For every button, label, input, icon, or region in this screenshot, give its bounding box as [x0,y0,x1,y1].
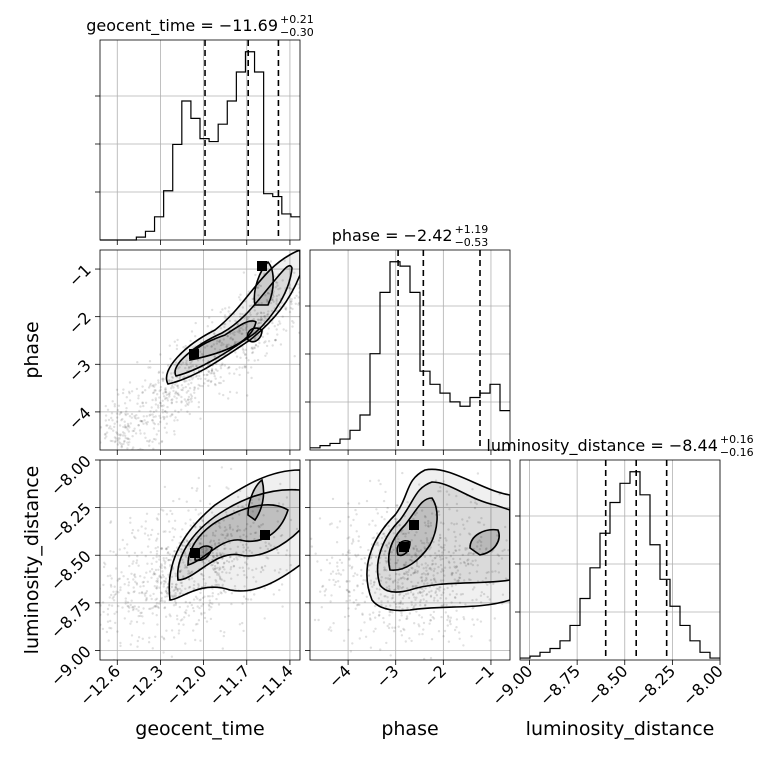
contour-level-4 [247,478,265,522]
y-axis-label-luminosity_distance: luminosity_distance [21,466,43,655]
density-fill [177,489,300,580]
x-tick-label-phase: −3 [372,661,402,691]
title-plus-error: +0.21 [280,13,314,26]
panel-frame [309,459,511,661]
density-fill [175,265,292,376]
x-tick-label-luminosity_distance: −8.25 [631,661,679,709]
histogram-panel-phase [305,249,511,455]
panel-frame [519,459,721,661]
title-minus-error: −0.30 [280,26,314,39]
title-main: geocent_time = −11.69 [86,16,278,36]
x-axis-label-phase: phase [381,718,438,740]
title-minus-error: −0.16 [720,446,754,459]
contour-level-2 [376,481,510,593]
title-luminosity_distance: luminosity_distance = −8.44 +0.16−0.16 [486,433,753,459]
y-tick-label-luminosity_distance: −8.75 [47,594,95,642]
histogram-luminosity_distance [520,471,720,659]
scatter-panel-phase-luminosity_distance [305,459,511,665]
scatter-panel-geocent_time-luminosity_distance [95,459,301,665]
contour-level-3 [187,504,289,567]
x-tick-label-luminosity_distance: −8.00 [679,661,727,709]
scatter-panel-geocent_time-phase [95,249,301,455]
title-phase: phase = −2.42 +1.19−0.53 [332,223,489,249]
x-tick-label-phase: −4 [325,661,355,691]
panel-frame [99,459,301,661]
sample-points [100,466,299,660]
title-geocent_time: geocent_time = −11.69 +0.21−0.30 [86,13,314,39]
density-fill [388,498,438,571]
density-fill [190,320,256,360]
density-peak [190,548,200,558]
x-tick-label-luminosity_distance: −9.00 [488,661,536,709]
x-axis-label-geocent_time: geocent_time [135,718,264,740]
contour-level-4 [469,528,500,556]
x-tick-label-geocent_time: −11.4 [249,661,297,709]
x-tick-label-phase: −1 [468,661,498,691]
x-axis-label-luminosity_distance: luminosity_distance [526,718,715,740]
contour-level-3 [189,320,257,361]
density-fill [366,469,510,611]
contour-level-3 [387,497,438,571]
x-tick-label-geocent_time: −11.7 [205,661,253,709]
contour-level-4 [253,260,275,306]
histogram-panel-geocent_time [95,39,301,245]
x-tick-label-geocent_time: −12.0 [162,661,210,709]
x-tick-label-phase: −2 [420,661,450,691]
y-tick-label-phase: −2 [65,308,95,338]
contour-level-1 [366,468,510,612]
density-fill [470,529,500,555]
title-plus-error: +1.19 [455,223,489,236]
panel-frame [99,249,301,451]
histogram-phase [310,261,510,449]
panel-frame [99,39,301,241]
y-axis-label-phase: phase [21,321,43,378]
x-tick-label-luminosity_distance: −8.75 [536,661,584,709]
y-tick-label-phase: −3 [65,356,95,386]
title-plus-error: +0.16 [720,433,754,446]
y-tick-label-luminosity_distance: −8.00 [47,451,95,499]
title-main: luminosity_distance = −8.44 [486,436,717,456]
panel-frame [309,249,511,451]
x-tick-label-geocent_time: −12.6 [76,661,124,709]
contour-level-5 [396,540,411,557]
density-peak [189,349,199,359]
title-main: phase = −2.42 [332,226,453,245]
y-tick-label-phase: −4 [65,403,95,433]
density-peak [399,542,409,552]
title-minus-error: −0.53 [455,236,489,249]
density-fill [254,262,274,305]
x-tick-label-luminosity_distance: −8.50 [583,661,631,709]
density-peak [257,261,267,271]
contour-level-5 [246,327,263,343]
panel-content [100,466,300,660]
histogram-geocent_time [100,51,300,241]
panel-content [100,250,300,450]
contour-level-1 [165,250,300,385]
sample-points [310,471,510,660]
density-fill [188,504,288,565]
y-tick-label-luminosity_distance: −8.25 [47,499,95,547]
density-fill [166,250,300,384]
histogram-panel-luminosity_distance [515,459,721,665]
y-tick-label-luminosity_distance: −8.50 [47,547,95,595]
density-peak [260,530,270,540]
x-tick-label-geocent_time: −12.3 [119,661,167,709]
y-tick-label-luminosity_distance: −9.00 [47,642,95,690]
density-peak [409,520,419,530]
contour-level-2 [176,488,300,581]
y-tick-label-phase: −1 [65,260,95,290]
panel-content [310,468,510,660]
